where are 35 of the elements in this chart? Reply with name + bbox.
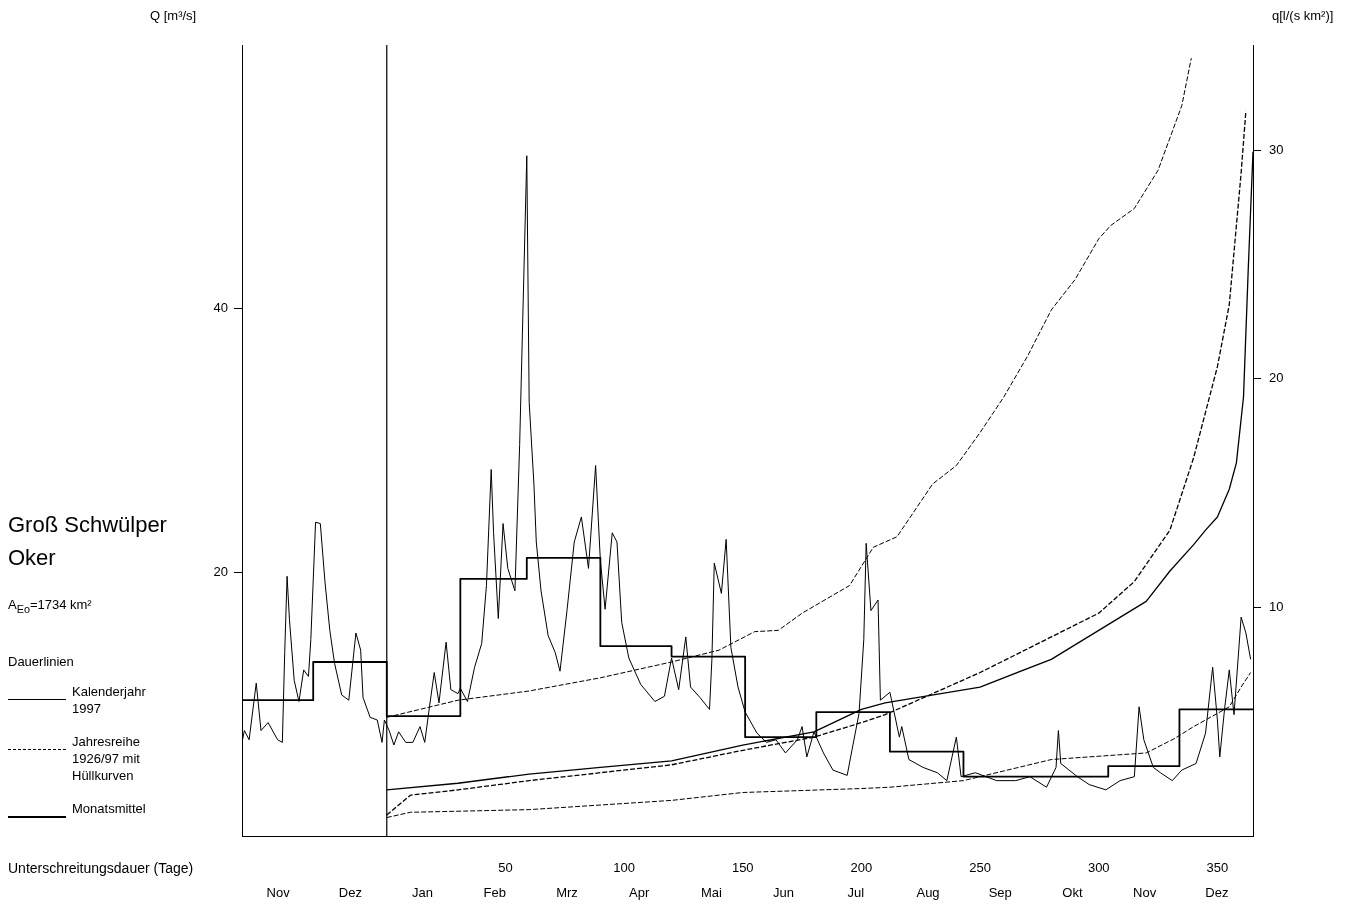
text: Dez <box>1205 884 1229 900</box>
text: Sep <box>988 884 1012 900</box>
text: Nov <box>266 884 291 900</box>
text: Oker <box>8 545 56 571</box>
text: Jun <box>773 884 795 900</box>
x-tick-label: 150 <box>731 860 754 876</box>
y2-tick-label: 10 <box>1269 598 1284 614</box>
text: Jul <box>847 884 865 900</box>
y-axis-title: Q [m³/s] <box>150 8 197 23</box>
x-tick-label: 250 <box>969 860 991 876</box>
text: Nov <box>1133 884 1157 900</box>
y2-tick-label: 20 <box>1269 370 1284 386</box>
x-tick-label: 200 <box>850 860 873 876</box>
legend-label: Kalenderjahr 1997 <box>72 683 147 717</box>
y2-tick-label: 30 <box>1269 141 1284 157</box>
legend-label: Monatsmittel <box>72 800 147 817</box>
legend-title: Dauerlinien <box>8 654 75 669</box>
text: Mai <box>700 884 722 900</box>
x-tick-label: 100 <box>613 860 635 876</box>
text: Apr <box>629 884 650 900</box>
legend-label: Jahresreihe 1926/97 mit Hüllkurven <box>72 733 141 784</box>
text: Aug <box>916 884 940 900</box>
text: Okt <box>1062 884 1083 900</box>
text: A$_{Eo}$=1734 km² <box>8 597 92 615</box>
text: Jan <box>412 884 434 900</box>
x-tick-label: 50 <box>498 860 513 876</box>
x-tick-label: 300 <box>1087 860 1110 876</box>
x-axis-title: Unterschreitungsdauer (Tage) <box>8 860 194 876</box>
text: Mrz <box>556 884 578 900</box>
text: Feb <box>483 884 506 900</box>
x-tick-label: 350 <box>1206 860 1229 876</box>
text: Dez <box>338 884 362 900</box>
y-tick-label: 40 <box>213 300 228 316</box>
y2-axis-title: q[l/(s km²)] <box>1272 8 1334 23</box>
text: Groß Schwülper <box>8 512 167 538</box>
